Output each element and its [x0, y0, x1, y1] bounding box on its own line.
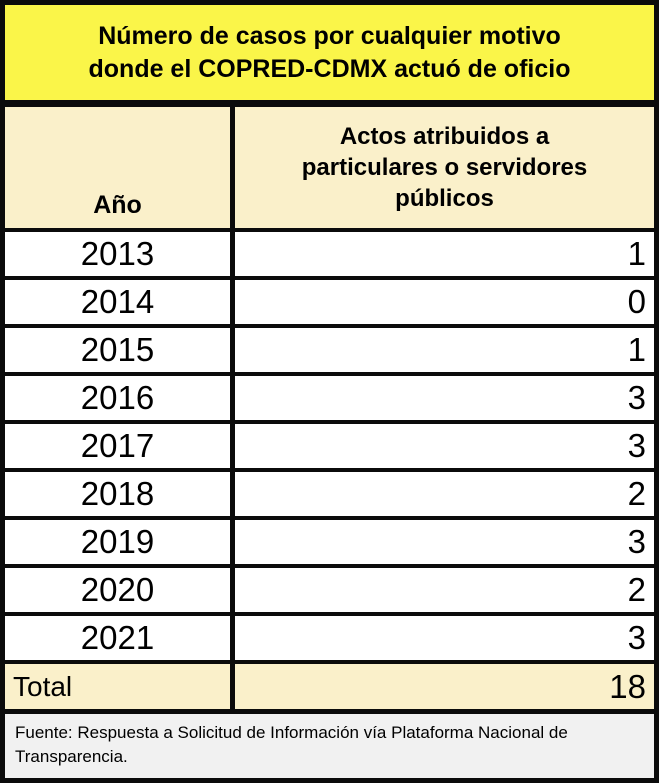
- column-header-year: Año: [5, 107, 230, 228]
- table-row: 2013 1: [5, 232, 654, 276]
- table-row: 2020 2: [5, 568, 654, 612]
- year-cell: 2017: [5, 424, 230, 468]
- year-cell: 2018: [5, 472, 230, 516]
- value-cell: 0: [235, 280, 654, 324]
- year-cell: 2014: [5, 280, 230, 324]
- total-label: Total: [5, 664, 230, 709]
- value-cell: 3: [235, 616, 654, 660]
- value-cell: 2: [235, 568, 654, 612]
- table-row: 2014 0: [5, 280, 654, 324]
- year-cell: 2013: [5, 232, 230, 276]
- value-cell: 2: [235, 472, 654, 516]
- table-row: 2016 3: [5, 376, 654, 420]
- column-header-acts: Actos atribuidos a particulares o servid…: [235, 107, 654, 228]
- year-cell: 2016: [5, 376, 230, 420]
- table-row: 2018 2: [5, 472, 654, 516]
- year-cell: 2019: [5, 520, 230, 564]
- value-cell: 3: [235, 424, 654, 468]
- total-row: Total 18: [5, 664, 654, 709]
- table-row: 2017 3: [5, 424, 654, 468]
- value-cell: 3: [235, 376, 654, 420]
- value-cell: 1: [235, 328, 654, 372]
- header-row: Año Actos atribuidos a particulares o se…: [5, 107, 654, 228]
- year-cell: 2015: [5, 328, 230, 372]
- value-cell: 1: [235, 232, 654, 276]
- value-cell: 3: [235, 520, 654, 564]
- source-note: Fuente: Respuesta a Solicitud de Informa…: [5, 714, 654, 778]
- table-row: 2021 3: [5, 616, 654, 660]
- total-value: 18: [235, 664, 654, 709]
- table-row: 2015 1: [5, 328, 654, 372]
- year-cell: 2021: [5, 616, 230, 660]
- table-title: Número de casos por cualquier motivo don…: [5, 5, 654, 100]
- year-cell: 2020: [5, 568, 230, 612]
- table-row: 2019 3: [5, 520, 654, 564]
